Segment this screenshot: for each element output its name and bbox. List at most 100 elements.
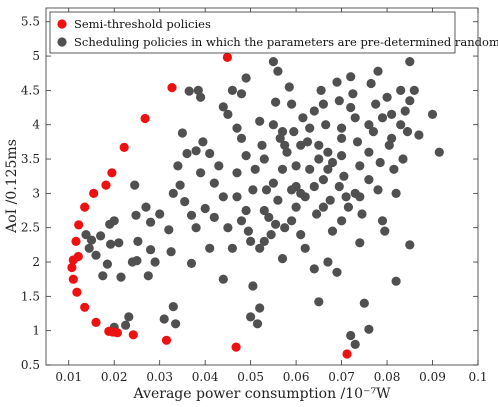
random-policy-point xyxy=(387,133,397,143)
random-policy-point xyxy=(280,223,290,233)
random-policy-point xyxy=(191,146,201,156)
random-policy-point xyxy=(405,96,415,106)
semi-threshold-point xyxy=(68,255,78,265)
random-policy-point xyxy=(186,210,197,220)
x-tick-label: 0.02 xyxy=(101,370,128,384)
random-policy-point xyxy=(350,339,360,349)
y-tick-label: 5.5 xyxy=(21,15,40,29)
random-policy-point xyxy=(321,120,331,130)
random-policy-point xyxy=(196,92,206,102)
random-policy-point xyxy=(159,314,169,324)
random-policy-point xyxy=(334,96,344,106)
random-policy-point xyxy=(377,113,388,123)
random-policy-point xyxy=(173,161,183,171)
y-tick-label: 1.5 xyxy=(21,289,40,303)
random-policy-point xyxy=(300,243,310,253)
random-policy-point xyxy=(350,113,360,123)
random-policy-point xyxy=(364,147,374,157)
random-policy-point xyxy=(400,106,410,116)
random-policy-point xyxy=(327,226,338,236)
x-axis-title: Average power consumption /10⁻⁷W xyxy=(133,386,392,402)
random-policy-point xyxy=(332,77,342,87)
y-tick-label: 4.5 xyxy=(21,83,40,97)
random-policy-point xyxy=(261,185,272,195)
random-policy-point xyxy=(133,236,143,246)
random-policy-point xyxy=(223,109,233,119)
x-tick-label: 0.03 xyxy=(146,370,173,384)
random-policy-point xyxy=(198,137,208,147)
random-policy-point xyxy=(346,330,356,341)
random-policy-point xyxy=(309,181,319,192)
random-policy-point xyxy=(232,123,242,133)
legend: Semi-threshold policies Scheduling polic… xyxy=(49,11,498,54)
random-policy-point xyxy=(141,202,151,212)
x-tick-label: 0.01 xyxy=(55,370,82,384)
random-policy-point xyxy=(398,154,408,164)
random-policy-point xyxy=(236,216,247,226)
random-policy-point xyxy=(323,164,333,174)
semi-threshold-point xyxy=(161,335,172,345)
semi-threshold-point xyxy=(101,180,111,190)
random-policy-point xyxy=(364,324,374,334)
random-policy-point xyxy=(309,106,319,116)
random-policy-point xyxy=(205,243,215,253)
semi-threshold-point xyxy=(167,83,177,93)
random-policy-point xyxy=(236,133,247,143)
random-policy-point xyxy=(300,192,310,202)
random-policy-point xyxy=(184,86,194,96)
y-tick-label: 2.5 xyxy=(21,221,40,235)
random-policy-point xyxy=(355,161,365,171)
random-policy-point xyxy=(106,239,116,249)
random-policy-point xyxy=(98,271,108,281)
random-policy-point xyxy=(364,175,374,185)
random-policy-point xyxy=(268,178,278,188)
semi-threshold-point xyxy=(231,342,241,352)
x-tick-label: 0.04 xyxy=(192,370,219,384)
semi-threshold-point xyxy=(342,349,352,359)
y-tick-label: 0.5 xyxy=(21,358,40,372)
random-policy-point xyxy=(223,223,233,233)
random-policy-point xyxy=(355,192,365,202)
random-policy-point xyxy=(396,120,406,130)
random-policy-point xyxy=(314,297,324,307)
semi-threshold-point xyxy=(107,168,117,178)
random-policy-point xyxy=(371,99,381,109)
random-policy-point xyxy=(214,161,224,171)
random-policy-point xyxy=(259,205,269,216)
random-policy-point xyxy=(373,185,383,195)
random-policy-point xyxy=(277,127,288,137)
random-policy-point xyxy=(332,267,342,277)
random-policy-point xyxy=(124,312,134,322)
y-tick-label: 1 xyxy=(32,324,40,338)
random-policy-point xyxy=(218,192,228,202)
random-policy-point xyxy=(337,123,347,133)
random-policy-point xyxy=(102,259,112,269)
random-policy-point xyxy=(241,73,251,83)
random-policy-point xyxy=(196,168,206,178)
semi-threshold-point xyxy=(222,52,232,63)
random-policy-point xyxy=(241,205,251,216)
random-policy-point xyxy=(143,271,153,281)
random-policy-point xyxy=(318,175,328,185)
y-tick-label: 5 xyxy=(32,49,40,63)
semi-threshold-point xyxy=(140,113,150,124)
random-policy-point xyxy=(227,243,237,253)
random-policy-point xyxy=(323,147,333,157)
random-policy-point xyxy=(271,97,281,107)
random-policy-point xyxy=(155,209,165,219)
random-policy-point xyxy=(164,225,174,235)
semi-threshold-point xyxy=(119,142,129,152)
random-policy-point xyxy=(373,66,383,76)
random-policy-point xyxy=(405,240,415,250)
semi-threshold-point xyxy=(80,302,90,312)
random-policy-point xyxy=(327,157,338,168)
random-policy-point xyxy=(241,151,251,161)
random-policy-point xyxy=(291,181,301,192)
random-policy-point xyxy=(339,171,349,181)
random-policy-point xyxy=(316,85,326,95)
random-policy-point xyxy=(414,130,424,140)
random-policy-point xyxy=(296,140,306,150)
random-policy-point xyxy=(193,85,203,95)
random-policy-point xyxy=(264,212,274,222)
random-policy-point xyxy=(243,226,253,236)
